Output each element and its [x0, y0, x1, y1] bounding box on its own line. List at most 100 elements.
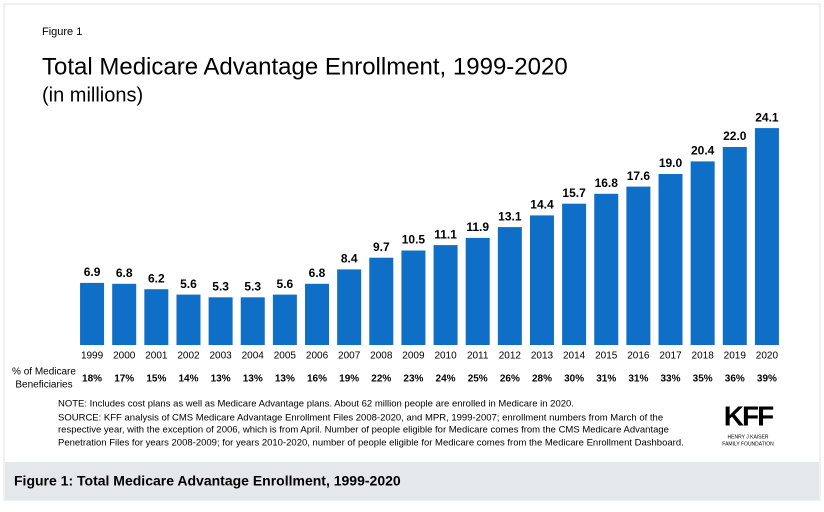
- data-label: 10.5: [402, 233, 426, 247]
- data-label: 6.9: [84, 265, 101, 279]
- share-value: 13%: [243, 374, 263, 385]
- bar: [594, 193, 619, 345]
- caption-bar: [5, 462, 819, 500]
- x-tick-label: 2001: [145, 351, 168, 362]
- bar: [208, 297, 233, 345]
- data-label: 5.3: [244, 279, 261, 293]
- x-tick-label: 2002: [177, 351, 200, 362]
- caption: Figure 1: Total Medicare Advantage Enrol…: [14, 473, 401, 489]
- share-value: 23%: [403, 374, 423, 385]
- bar: [369, 257, 394, 345]
- bar: [305, 283, 330, 345]
- share-value: 31%: [596, 374, 616, 385]
- data-label: 20.4: [691, 144, 715, 158]
- bar: [112, 283, 137, 345]
- data-label: 17.6: [627, 169, 651, 183]
- source: Penetration Files for years 2008-2009; f…: [58, 438, 684, 449]
- data-label: 13.1: [498, 209, 522, 223]
- x-tick-label: 2003: [209, 351, 232, 362]
- bar: [80, 282, 105, 345]
- x-tick-label: 2013: [531, 351, 554, 362]
- share-value: 25%: [468, 374, 488, 385]
- data-label: 19.0: [659, 156, 683, 170]
- x-tick-label: 2008: [370, 351, 393, 362]
- bar: [240, 297, 265, 345]
- data-label: 24.1: [755, 110, 779, 124]
- bar: [497, 227, 522, 345]
- data-label: 14.4: [530, 198, 554, 212]
- bar: [176, 294, 201, 345]
- x-tick-label: 2015: [595, 351, 618, 362]
- x-tick-label: 2014: [563, 351, 586, 362]
- x-tick-label: 2018: [692, 351, 715, 362]
- x-tick-label: 2016: [627, 351, 650, 362]
- share-value: 13%: [211, 374, 231, 385]
- bar: [401, 250, 426, 345]
- x-tick-label: 2000: [113, 351, 136, 362]
- share-value: 15%: [146, 374, 166, 385]
- data-label: 6.2: [148, 271, 165, 285]
- data-label: 9.7: [373, 240, 390, 254]
- data-label: 15.7: [562, 186, 586, 200]
- logo: KFF: [724, 400, 774, 431]
- share-value: 30%: [564, 374, 584, 385]
- bar: [690, 161, 715, 345]
- source: respective year, with the exception of 2…: [58, 425, 669, 436]
- bar: [562, 203, 587, 345]
- data-label: 6.8: [116, 266, 133, 280]
- share-label: % of Medicare: [12, 367, 76, 378]
- bar: [272, 294, 297, 345]
- x-tick-label: 2007: [338, 351, 361, 362]
- data-label: 11.1: [434, 227, 457, 241]
- share-value: 16%: [307, 374, 327, 385]
- share-value: 39%: [757, 374, 777, 385]
- bar: [433, 245, 458, 345]
- x-tick-label: 2009: [402, 351, 425, 362]
- data-label: 16.8: [595, 176, 619, 190]
- bar: [722, 147, 747, 345]
- share-value: 19%: [339, 374, 359, 385]
- bar: [144, 289, 169, 345]
- share-value: 17%: [114, 374, 134, 385]
- data-label: 8.4: [341, 252, 358, 266]
- bar: [658, 174, 683, 345]
- data-label: 5.6: [277, 277, 294, 291]
- share-value: 33%: [661, 374, 681, 385]
- bar: [626, 186, 651, 345]
- x-tick-label: 2006: [306, 351, 329, 362]
- share-value: 22%: [371, 374, 391, 385]
- bar: [465, 237, 490, 345]
- x-tick-label: 2012: [499, 351, 522, 362]
- share-value: 18%: [82, 374, 102, 385]
- data-label: 11.9: [466, 220, 489, 234]
- x-tick-label: 2010: [434, 351, 457, 362]
- share-value: 14%: [178, 374, 198, 385]
- source: SOURCE: KFF analysis of CMS Medicare Adv…: [58, 413, 663, 424]
- data-label: 6.8: [309, 266, 326, 280]
- data-label: 5.3: [212, 279, 229, 293]
- share-value: 13%: [275, 374, 295, 385]
- note: NOTE: Includes cost plans as well as Med…: [58, 399, 574, 410]
- share-value: 28%: [532, 374, 552, 385]
- x-tick-label: 2004: [242, 351, 265, 362]
- x-tick-label: 1999: [81, 351, 104, 362]
- x-tick-label: 2011: [467, 351, 489, 362]
- share-value: 26%: [500, 374, 520, 385]
- share-value: 36%: [725, 374, 745, 385]
- data-label: 22.0: [723, 129, 747, 143]
- bar: [529, 215, 554, 345]
- logo-tagline: FAMILY FOUNDATION: [722, 441, 774, 447]
- chart-title: Total Medicare Advantage Enrollment, 199…: [42, 53, 568, 80]
- share-value: 24%: [436, 374, 456, 385]
- bar: [337, 269, 362, 345]
- share-label: Beneficiaries: [15, 380, 72, 391]
- x-tick-label: 2019: [724, 351, 747, 362]
- logo-tagline: HENRY J KAISER: [728, 434, 769, 440]
- share-value: 31%: [628, 374, 648, 385]
- chart-subtitle: (in millions): [42, 84, 143, 106]
- figure-label: Figure 1: [42, 26, 82, 38]
- data-label: 5.6: [180, 277, 197, 291]
- x-tick-label: 2020: [756, 351, 779, 362]
- bar: [754, 128, 779, 345]
